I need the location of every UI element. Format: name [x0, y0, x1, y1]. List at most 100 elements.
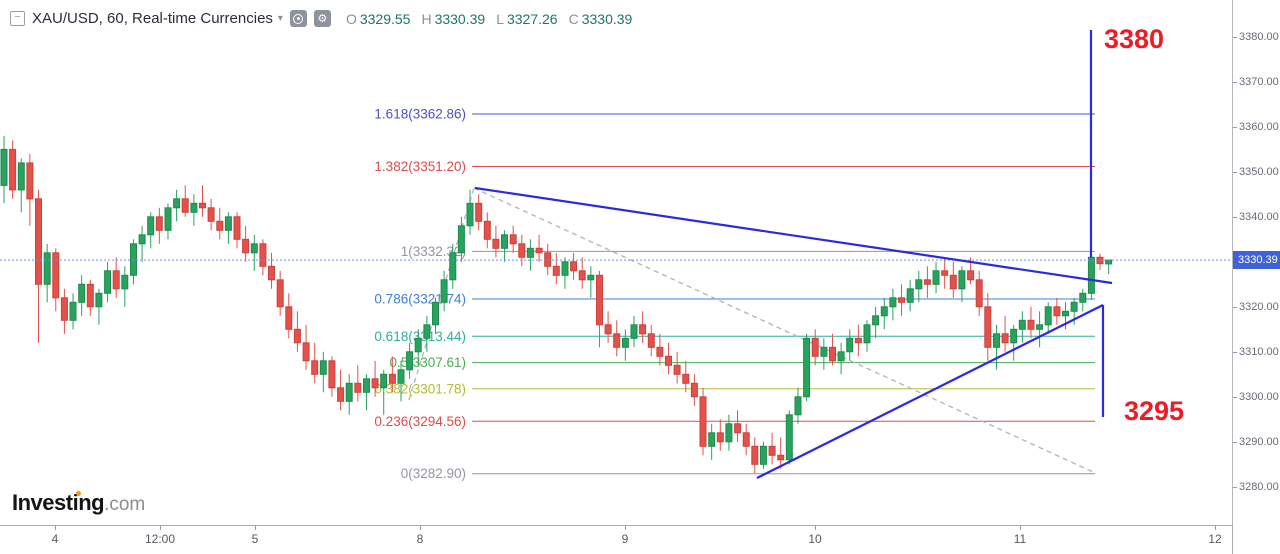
candle[interactable]	[699, 387, 707, 456]
candle[interactable]	[880, 297, 888, 330]
candle[interactable]	[837, 342, 845, 375]
candle[interactable]	[371, 360, 379, 397]
candle[interactable]	[449, 243, 457, 289]
candle[interactable]	[656, 333, 664, 366]
candle[interactable]	[639, 311, 647, 343]
candle[interactable]	[397, 360, 405, 402]
candle[interactable]	[768, 432, 776, 465]
candle[interactable]	[104, 261, 112, 303]
candle[interactable]	[578, 257, 586, 289]
candle[interactable]	[863, 320, 871, 352]
candle[interactable]	[509, 225, 517, 253]
settings-gear-icon[interactable]: ⚙	[313, 10, 331, 27]
candle[interactable]	[492, 225, 500, 258]
candle[interactable]	[716, 419, 724, 451]
candle[interactable]	[949, 261, 957, 298]
candle[interactable]	[932, 261, 940, 294]
price-target-text[interactable]: 3380	[1104, 24, 1164, 54]
candle[interactable]	[759, 441, 767, 469]
candle[interactable]	[423, 315, 431, 352]
candle[interactable]	[811, 329, 819, 366]
candle[interactable]	[725, 414, 733, 451]
candle[interactable]	[820, 338, 828, 370]
candle[interactable]	[690, 374, 698, 406]
candle[interactable]	[147, 212, 155, 249]
candle[interactable]	[285, 293, 293, 339]
candle[interactable]	[613, 320, 621, 357]
candle[interactable]	[1087, 250, 1095, 301]
candle[interactable]	[1010, 324, 1018, 361]
candle[interactable]	[777, 437, 785, 469]
price-target-text[interactable]: 3295	[1124, 396, 1184, 426]
chevron-down-icon[interactable]: ▾	[277, 13, 283, 24]
candle[interactable]	[898, 284, 905, 316]
candle[interactable]	[1036, 311, 1044, 348]
candle[interactable]	[621, 329, 629, 361]
collapse-legend-icon[interactable]: −	[10, 11, 25, 26]
candle[interactable]	[915, 270, 923, 303]
candle[interactable]	[207, 198, 215, 231]
candle[interactable]	[682, 360, 690, 393]
candle[interactable]	[708, 423, 716, 460]
candle[interactable]	[630, 315, 638, 348]
candle[interactable]	[984, 293, 992, 361]
candle[interactable]	[60, 288, 68, 334]
candle[interactable]	[337, 369, 345, 411]
candle[interactable]	[1096, 253, 1104, 270]
candle[interactable]	[216, 207, 224, 240]
chart-canvas[interactable]: 1.618(3362.86)1.382(3351.20)1(3332.32)0.…	[0, 0, 1232, 525]
price-axis[interactable]: 3330.39 3380.00 3370.00 3360.00 3350.00 3340…	[1232, 0, 1280, 525]
candle[interactable]	[78, 275, 86, 316]
candle[interactable]	[181, 185, 189, 217]
candle[interactable]	[665, 342, 672, 375]
candle[interactable]	[0, 135, 8, 204]
candle[interactable]	[466, 189, 474, 235]
candle[interactable]	[975, 270, 983, 316]
candle[interactable]	[440, 270, 448, 312]
candle[interactable]	[561, 257, 569, 289]
candle[interactable]	[742, 423, 750, 456]
candle[interactable]	[923, 266, 931, 298]
candle[interactable]	[69, 293, 77, 330]
candle[interactable]	[380, 369, 388, 415]
candle[interactable]	[432, 297, 439, 334]
candle[interactable]	[319, 351, 327, 393]
candle[interactable]	[250, 234, 258, 271]
candle[interactable]	[829, 333, 836, 366]
candle[interactable]	[501, 230, 508, 262]
candle[interactable]	[734, 410, 742, 442]
candle[interactable]	[268, 252, 275, 289]
candle[interactable]	[242, 225, 250, 262]
candle[interactable]	[52, 248, 60, 312]
candle[interactable]	[43, 243, 51, 303]
candle[interactable]	[345, 374, 353, 415]
candle[interactable]	[173, 189, 181, 222]
symbol-title[interactable]: XAU/USD, 60, Real-time Currencies	[32, 10, 273, 27]
candle[interactable]	[483, 212, 491, 249]
candle[interactable]	[846, 329, 854, 361]
candle[interactable]	[190, 194, 198, 226]
candle[interactable]	[363, 374, 370, 411]
candle[interactable]	[9, 140, 17, 199]
candle[interactable]	[164, 203, 172, 240]
candle[interactable]	[259, 239, 267, 276]
candle[interactable]	[86, 279, 94, 316]
candle[interactable]	[544, 243, 552, 276]
candle[interactable]	[958, 266, 966, 303]
candle[interactable]	[155, 207, 163, 244]
ascending-trendline[interactable]	[756, 304, 1104, 479]
candle[interactable]	[328, 356, 336, 397]
candle[interactable]	[552, 252, 560, 285]
candle[interactable]	[906, 279, 914, 312]
candle[interactable]	[406, 342, 414, 379]
candle[interactable]	[1018, 311, 1026, 343]
candle[interactable]	[1044, 302, 1052, 334]
candle[interactable]	[130, 239, 137, 285]
candle[interactable]	[224, 212, 232, 244]
candle[interactable]	[17, 158, 25, 213]
dashed-guide-line[interactable]	[473, 187, 1094, 473]
candle[interactable]	[1027, 306, 1035, 339]
candle[interactable]	[889, 288, 897, 321]
candle[interactable]	[596, 270, 603, 348]
candle[interactable]	[302, 324, 310, 370]
